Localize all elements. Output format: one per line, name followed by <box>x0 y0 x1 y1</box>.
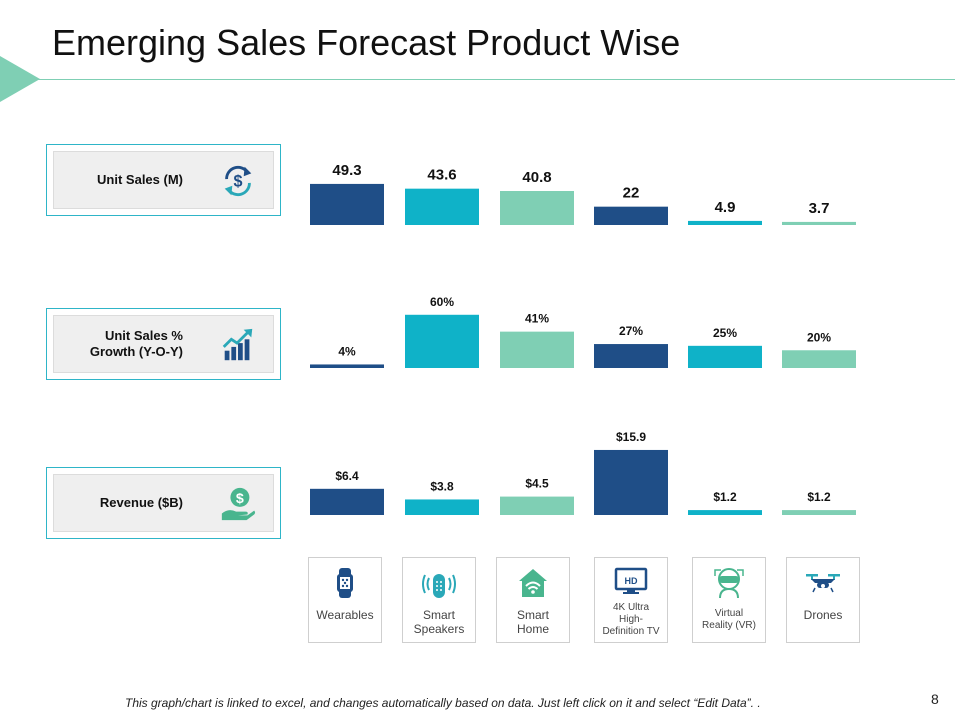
bar-value-label: $1.2 <box>713 490 737 504</box>
bar-2-3 <box>500 331 574 368</box>
smart-speaker-icon <box>422 574 456 598</box>
svg-text:$: $ <box>236 491 244 507</box>
category-card-smart-home: Smart Home <box>496 557 570 643</box>
bar-value-label: 49.3 <box>332 162 361 179</box>
bar-value-label: $3.8 <box>430 479 454 493</box>
bar-3-1 <box>310 488 384 515</box>
dollar-cycle-icon: $ <box>224 165 252 197</box>
hd-tv-icon: HD <box>614 567 648 594</box>
bar-1-6 <box>782 221 856 225</box>
category-label: Smart Speakers <box>413 608 465 636</box>
category-card-vr: Virtual Reality (VR) <box>692 557 766 643</box>
bar-2-4 <box>594 344 668 368</box>
category-label: Virtual Reality (VR) <box>702 608 756 631</box>
page-title: Emerging Sales Forecast Product Wise <box>52 22 681 63</box>
category-card-drones: Drones <box>786 557 860 643</box>
bar-2-1 <box>310 364 384 368</box>
bar-3-5 <box>688 510 762 515</box>
category-card-smart-speakers: Smart Speakers <box>402 557 476 643</box>
bar-1-3 <box>500 191 574 225</box>
bar-value-label: 20% <box>807 330 831 344</box>
vr-headset-icon <box>714 568 744 599</box>
category-card-wearables: Wearables <box>308 557 382 643</box>
bar-2-6 <box>782 350 856 368</box>
bar-3-4 <box>594 449 668 515</box>
title-divider <box>0 79 955 80</box>
bar-value-label: 4% <box>338 344 356 358</box>
bar-value-label: 27% <box>619 324 643 338</box>
bar-1-2 <box>405 188 479 225</box>
svg-text:$: $ <box>234 173 243 191</box>
page-number: 8 <box>931 691 939 707</box>
row-label-unit-sales: Unit Sales (M) $ <box>46 144 281 216</box>
row-label-text: Unit Sales (M) <box>97 172 183 187</box>
bar-2-5 <box>688 345 762 368</box>
bar-value-label: 3.7 <box>809 200 830 217</box>
bar-3-6 <box>782 510 856 515</box>
bar-value-label: $4.5 <box>525 477 549 491</box>
smart-home-icon <box>519 569 547 597</box>
bar-2-2 <box>405 314 479 368</box>
row-label-revenue: Revenue ($B) $ <box>46 467 281 539</box>
bar-3-2 <box>405 499 479 515</box>
svg-text:HD: HD <box>625 576 638 586</box>
bar-value-label: 25% <box>713 326 737 340</box>
category-label: Smart Home <box>516 608 549 636</box>
category-card-4k-tv: HD 4K Ultra High- Definition TV <box>594 557 668 643</box>
bar-value-label: 40.8 <box>522 169 551 186</box>
bar-value-label: 22 <box>623 185 640 202</box>
bar-3-3 <box>500 496 574 515</box>
bar-value-label: 43.6 <box>427 167 456 184</box>
growth-chart-icon <box>222 328 253 361</box>
bar-value-label: 4.9 <box>715 199 736 216</box>
category-label: Drones <box>803 608 843 622</box>
drone-icon <box>806 574 840 593</box>
bar-1-5 <box>688 220 762 225</box>
bar-value-label: $6.4 <box>335 469 359 483</box>
bar-value-label: $1.2 <box>807 490 831 504</box>
bar-1-1 <box>310 183 384 225</box>
category-label: Wearables <box>316 608 374 622</box>
category-label: 4K Ultra High- Definition TV <box>602 602 660 637</box>
row-label-growth: Unit Sales % Growth (Y-O-Y) <box>46 308 281 380</box>
smartwatch-icon <box>337 568 353 598</box>
bar-value-label: 60% <box>430 295 454 309</box>
bar-charts: 49.3 43.6 40.8 22 4.9 3.7 4% 60% 41% 27% 25% 20% $6.… <box>310 162 856 515</box>
bar-value-label: 41% <box>525 312 549 326</box>
bar-1-4 <box>594 206 668 225</box>
hand-money-icon: $ <box>221 487 256 521</box>
bar-value-label: $15.9 <box>616 430 646 444</box>
row-label-text: Revenue ($B) <box>99 495 183 510</box>
row-label-text: Unit Sales % Growth (Y-O-Y) <box>89 328 183 359</box>
footer-note: This graph/chart is linked to excel, and… <box>125 696 761 710</box>
